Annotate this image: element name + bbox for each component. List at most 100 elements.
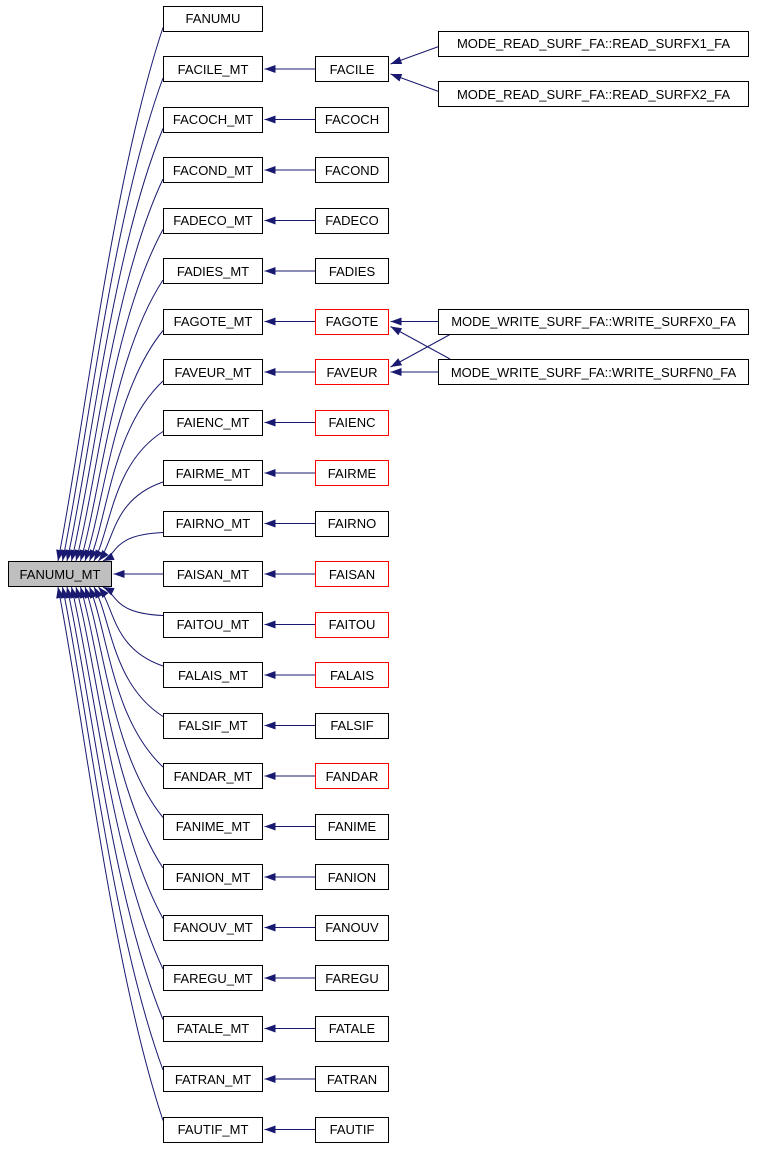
edge-line bbox=[390, 334, 451, 368]
node-fatran[interactable]: FATRAN bbox=[315, 1066, 389, 1092]
node-facoch[interactable]: FACOCH bbox=[315, 106, 389, 133]
arrowhead bbox=[390, 326, 403, 336]
arrowhead bbox=[264, 671, 276, 679]
arrowhead bbox=[264, 570, 276, 578]
node-fanumu[interactable]: FANUMU bbox=[163, 5, 263, 32]
edge-line bbox=[57, 27, 164, 562]
edge-line bbox=[80, 279, 164, 562]
arrowhead bbox=[98, 549, 109, 561]
arrowhead bbox=[264, 620, 276, 629]
edge-line bbox=[66, 586, 164, 1020]
node-fanumu-mt[interactable]: FANUMU_MT bbox=[8, 561, 112, 587]
edge-line bbox=[89, 586, 164, 768]
edge-line bbox=[89, 380, 164, 562]
edge-line bbox=[75, 229, 164, 562]
arrowhead bbox=[390, 317, 402, 326]
arrowhead bbox=[103, 552, 115, 561]
arrowhead bbox=[264, 974, 276, 982]
node-falais-mt[interactable]: FALAIS_MT bbox=[163, 662, 263, 688]
node-fadies[interactable]: FADIES bbox=[315, 258, 389, 284]
node-fautif[interactable]: FAUTIF bbox=[315, 1116, 389, 1143]
node-faitou-mt[interactable]: FAITOU_MT bbox=[163, 611, 263, 638]
node-fanion[interactable]: FANION bbox=[315, 864, 389, 890]
node-fatale[interactable]: FATALE bbox=[315, 1015, 389, 1042]
edge-line bbox=[84, 330, 164, 562]
arrowhead bbox=[390, 73, 403, 82]
arrowhead bbox=[264, 115, 276, 124]
node-faveur-mt[interactable]: FAVEUR_MT bbox=[163, 359, 263, 385]
arrowhead bbox=[264, 418, 276, 427]
node-facond-mt[interactable]: FACOND_MT bbox=[163, 157, 263, 183]
arrowhead bbox=[103, 587, 115, 596]
node-fanime-mt[interactable]: FANIME_MT bbox=[163, 813, 263, 840]
node-fatale-mt[interactable]: FATALE_MT bbox=[163, 1015, 263, 1042]
arrowhead bbox=[113, 570, 125, 578]
node-faienc[interactable]: FAIENC bbox=[315, 409, 389, 436]
edge-line bbox=[93, 431, 164, 562]
node-fairno[interactable]: FAIRNO bbox=[315, 510, 389, 537]
node-fairno-mt[interactable]: FAIRNO_MT bbox=[163, 510, 263, 537]
node-fadeco[interactable]: FADECO bbox=[315, 207, 389, 234]
arrowhead bbox=[264, 368, 276, 376]
node-faisan[interactable]: FAISAN bbox=[315, 561, 389, 587]
node-fairme-mt[interactable]: FAIRME_MT bbox=[163, 460, 263, 486]
node-fanime[interactable]: FANIME bbox=[315, 813, 389, 840]
arrowhead bbox=[98, 587, 109, 599]
node-mode-write-surf-fa-write-surfn0-fa[interactable]: MODE_WRITE_SURF_FA::WRITE_SURFN0_FA bbox=[438, 359, 749, 385]
arrowhead bbox=[264, 1024, 276, 1033]
edge-line bbox=[390, 326, 451, 360]
node-fadeco-mt[interactable]: FADECO_MT bbox=[163, 207, 263, 234]
node-mode-read-surf-fa-read-surfx1-fa[interactable]: MODE_READ_SURF_FA::READ_SURFX1_FA bbox=[438, 30, 749, 57]
node-fanion-mt[interactable]: FANION_MT bbox=[163, 864, 263, 890]
node-facile[interactable]: FACILE bbox=[315, 56, 389, 82]
edge-line bbox=[71, 586, 164, 970]
node-faisan-mt[interactable]: FAISAN_MT bbox=[163, 561, 263, 587]
arrowhead bbox=[264, 1125, 276, 1134]
node-falsif[interactable]: FALSIF bbox=[315, 712, 389, 739]
node-fadies-mt[interactable]: FADIES_MT bbox=[163, 258, 263, 284]
node-fandar-mt[interactable]: FANDAR_MT bbox=[163, 763, 263, 789]
edge-line bbox=[71, 178, 164, 562]
node-fanouv-mt[interactable]: FANOUV_MT bbox=[163, 914, 263, 941]
arrowhead bbox=[264, 216, 276, 225]
node-facoch-mt[interactable]: FACOCH_MT bbox=[163, 106, 263, 133]
edge-line bbox=[75, 586, 164, 919]
node-fatran-mt[interactable]: FATRAN_MT bbox=[163, 1066, 263, 1092]
node-faveur[interactable]: FAVEUR bbox=[315, 359, 389, 385]
arrowhead bbox=[264, 923, 276, 932]
edge-line bbox=[62, 77, 164, 562]
node-faienc-mt[interactable]: FAIENC_MT bbox=[163, 409, 263, 436]
node-faregu[interactable]: FAREGU bbox=[315, 965, 389, 991]
node-faitou[interactable]: FAITOU bbox=[315, 611, 389, 638]
node-falsif-mt[interactable]: FALSIF_MT bbox=[163, 712, 263, 739]
arrowhead bbox=[56, 587, 65, 599]
node-mode-write-surf-fa-write-surfx0-fa[interactable]: MODE_WRITE_SURF_FA::WRITE_SURFX0_FA bbox=[438, 308, 749, 335]
arrowhead bbox=[264, 267, 276, 275]
arrowhead bbox=[264, 822, 276, 831]
arrowhead bbox=[264, 166, 276, 174]
node-fagote-mt[interactable]: FAGOTE_MT bbox=[163, 308, 263, 335]
arrowhead bbox=[264, 772, 276, 780]
node-facond[interactable]: FACOND bbox=[315, 157, 389, 183]
node-faregu-mt[interactable]: FAREGU_MT bbox=[163, 965, 263, 991]
arrowhead bbox=[94, 549, 103, 561]
edge-line bbox=[84, 586, 164, 818]
arrowhead bbox=[264, 721, 276, 730]
node-fandar[interactable]: FANDAR bbox=[315, 763, 389, 789]
edge-line bbox=[66, 128, 164, 562]
arrowhead bbox=[390, 56, 403, 65]
node-fairme[interactable]: FAIRME bbox=[315, 460, 389, 486]
node-facile-mt[interactable]: FACILE_MT bbox=[163, 56, 263, 82]
node-falais[interactable]: FALAIS bbox=[315, 662, 389, 688]
node-mode-read-surf-fa-read-surfx2-fa[interactable]: MODE_READ_SURF_FA::READ_SURFX2_FA bbox=[438, 81, 749, 108]
arrowhead bbox=[390, 358, 403, 367]
arrowhead bbox=[264, 317, 276, 326]
edge-line bbox=[57, 586, 164, 1121]
node-fagote[interactable]: FAGOTE bbox=[315, 308, 389, 335]
node-fautif-mt[interactable]: FAUTIF_MT bbox=[163, 1116, 263, 1143]
arrowhead bbox=[264, 1075, 276, 1083]
arrowhead bbox=[264, 519, 276, 528]
node-fanouv[interactable]: FANOUV bbox=[315, 914, 389, 941]
